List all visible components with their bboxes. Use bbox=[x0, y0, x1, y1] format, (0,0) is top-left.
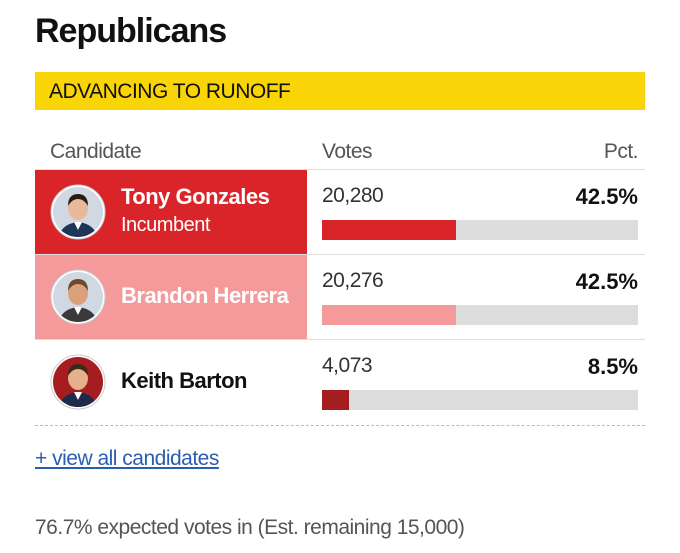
avatar bbox=[50, 184, 106, 240]
view-all-link[interactable]: + view all candidates bbox=[35, 447, 219, 470]
avatar bbox=[50, 354, 106, 410]
bar bbox=[322, 305, 457, 325]
candidate-name: Keith Barton bbox=[121, 368, 248, 393]
candidate-row: Keith Barton 4,073 8.5% bbox=[35, 339, 645, 424]
votes: 4,073 bbox=[322, 354, 373, 377]
column-header: Candidate bbox=[50, 140, 142, 163]
title: Republicans bbox=[35, 12, 227, 50]
candidate-cell: Tony Gonzales Incumbent bbox=[35, 170, 307, 254]
separator bbox=[35, 425, 645, 426]
avatar bbox=[50, 269, 106, 325]
banner: ADVANCING TO RUNOFF bbox=[35, 72, 645, 110]
bar bbox=[322, 220, 457, 240]
votes: 20,280 bbox=[322, 184, 384, 207]
footer-note: 76.7% expected votes in (Est. remaining … bbox=[35, 516, 465, 539]
bar-track bbox=[322, 305, 638, 325]
candidate-name: Tony Gonzales bbox=[121, 184, 270, 209]
bar bbox=[322, 390, 349, 410]
percent: 8.5% bbox=[587, 354, 638, 379]
candidate-row: Tony Gonzales Incumbent 20,280 42.5% bbox=[35, 169, 645, 254]
votes: 20,276 bbox=[322, 269, 384, 292]
candidate-row: Brandon Herrera 20,276 42.5% bbox=[35, 254, 645, 339]
candidate-note: Incumbent bbox=[121, 214, 210, 236]
bar-track bbox=[322, 220, 638, 240]
bar-track bbox=[322, 390, 638, 410]
percent: 42.5% bbox=[575, 269, 638, 294]
banner-text: ADVANCING TO RUNOFF bbox=[49, 80, 291, 103]
candidate-cell: Keith Barton bbox=[35, 340, 307, 424]
percent: 42.5% bbox=[575, 184, 638, 209]
column-header: Pct. bbox=[603, 140, 639, 163]
column-header: Votes bbox=[322, 140, 373, 163]
candidate-cell: Brandon Herrera bbox=[35, 255, 307, 339]
candidate-name: Brandon Herrera bbox=[121, 283, 289, 308]
